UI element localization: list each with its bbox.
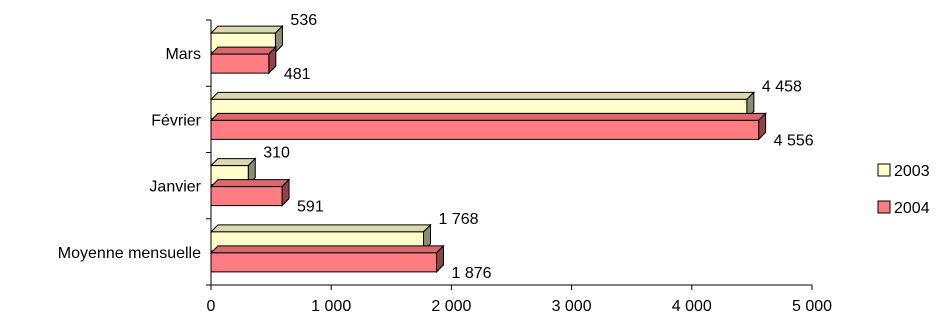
x-tick-label: 0 <box>207 298 216 315</box>
axes: 0 1 000 2 000 3 000 4 000 5 000 <box>206 19 832 315</box>
x-tick-label: 2 000 <box>431 298 471 315</box>
legend-swatch-2003 <box>877 163 891 177</box>
data-label: 1 768 <box>439 211 479 228</box>
data-label: 4 458 <box>762 78 802 95</box>
bar-2004-2 <box>210 119 760 140</box>
category-label: Mars <box>165 46 201 63</box>
x-tick-label: 4 000 <box>672 298 712 315</box>
bar-top-face <box>209 179 291 188</box>
data-label: 481 <box>284 66 311 83</box>
data-label: 310 <box>263 145 290 162</box>
data-label: 536 <box>290 12 317 29</box>
bar-top-face <box>209 112 767 121</box>
data-label: 591 <box>297 199 324 216</box>
legend-label: 2003 <box>894 163 930 180</box>
category-label: Janvier <box>149 179 201 196</box>
bar-top-face <box>209 91 756 100</box>
bar-2004-3 <box>210 53 270 74</box>
bar-top-face <box>209 46 278 55</box>
bar-2004-0 <box>210 252 437 273</box>
legend-label: 2004 <box>894 200 930 217</box>
legend: 2003 2004 <box>877 163 930 217</box>
x-tick-label: 5 000 <box>792 298 832 315</box>
data-label: 1 876 <box>451 265 491 282</box>
bar-top-face <box>209 224 432 233</box>
category-label: Moyenne mensuelle <box>58 245 201 262</box>
data-labels: Moyenne mensuelle 1 768 1 876 Janvier 310 591… <box>58 12 814 282</box>
bar-top-face <box>209 25 284 34</box>
x-tick-label: 1 000 <box>311 298 351 315</box>
legend-swatch-2004 <box>877 200 891 214</box>
bars <box>209 24 767 274</box>
bar-2004-1 <box>210 186 283 207</box>
bar-top-face <box>209 245 445 254</box>
data-label: 4 556 <box>774 132 814 149</box>
x-tick-label: 3 000 <box>552 298 592 315</box>
category-label: Février <box>151 112 201 129</box>
